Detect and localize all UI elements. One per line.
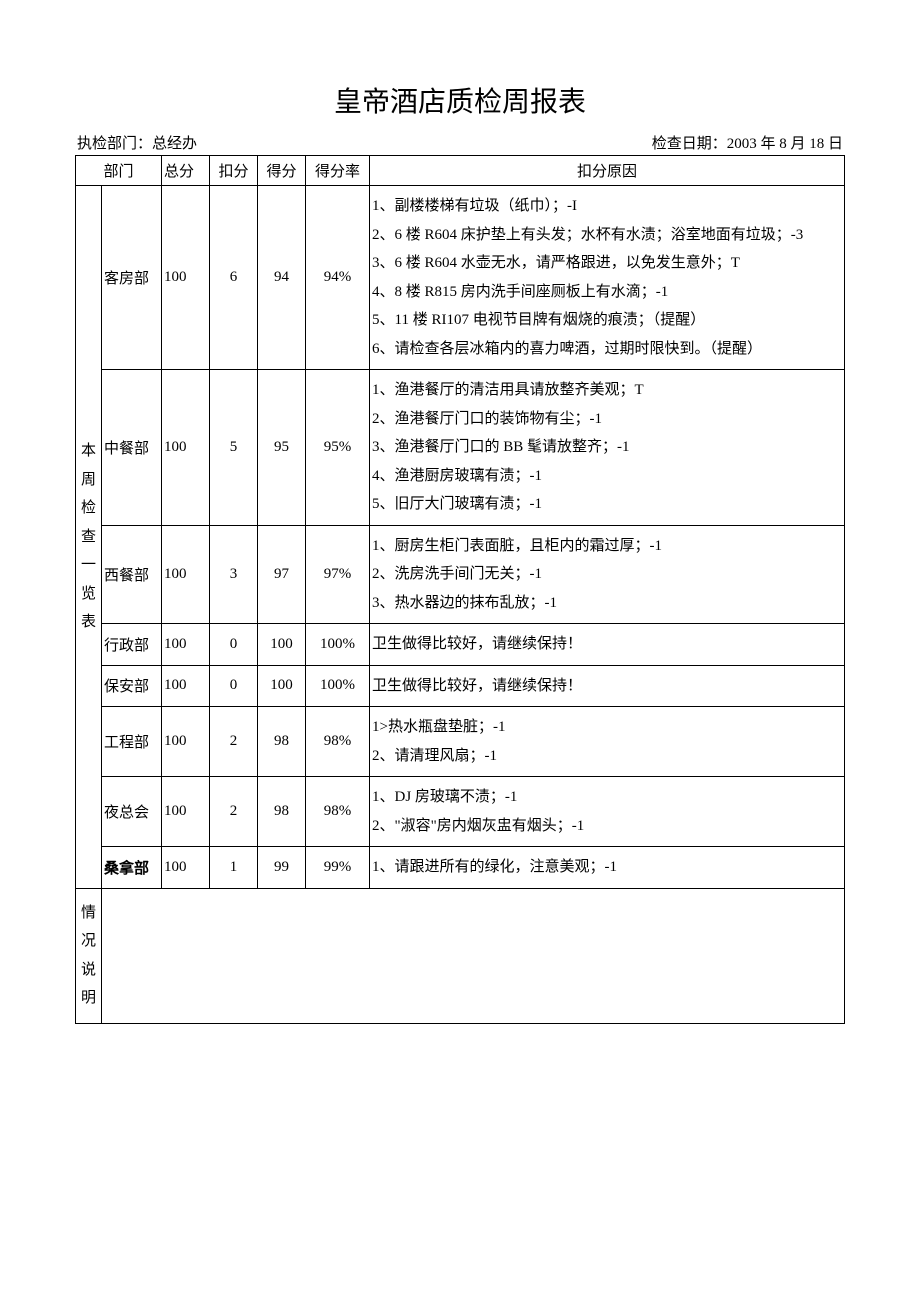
reason-cell: 1、副楼楼梯有垃圾（纸巾）；-I2、6 楼 R604 床护垫上有头发；水杯有水渍… <box>370 186 845 370</box>
inspect-date: 检查日期：2003 年 8 月 18 日 <box>652 132 843 153</box>
deduct-cell: 2 <box>210 777 258 847</box>
score-cell: 99 <box>258 847 306 889</box>
reason-cell: 1、渔港餐厅的清洁用具请放整齐美观；T2、渔港餐厅门口的装饰物有尘；-13、渔港… <box>370 370 845 526</box>
score-cell: 94 <box>258 186 306 370</box>
deduct-cell: 5 <box>210 370 258 526</box>
total-cell: 100 <box>162 370 210 526</box>
table-row: 本周检查一览表客房部10069494%1、副楼楼梯有垃圾（纸巾）；-I2、6 楼… <box>76 186 845 370</box>
section-label: 本周检查一览表 <box>76 186 102 889</box>
rate-cell: 99% <box>306 847 370 889</box>
col-score: 得分 <box>258 156 306 186</box>
header-row: 部门 总分 扣分 得分 得分率 扣分原因 <box>76 156 845 186</box>
notes-content <box>102 888 845 1023</box>
inspect-date-value: 2003 年 8 月 18 日 <box>727 136 843 152</box>
dept-cell: 中餐部 <box>102 370 162 526</box>
notes-row: 情况说明 <box>76 888 845 1023</box>
table-row: 桑拿部10019999%1、请跟进所有的绿化，注意美观；-1 <box>76 847 845 889</box>
dept-cell: 客房部 <box>102 186 162 370</box>
total-cell: 100 <box>162 186 210 370</box>
total-cell: 100 <box>162 624 210 666</box>
dept-cell: 行政部 <box>102 624 162 666</box>
total-cell: 100 <box>162 665 210 707</box>
table-row: 西餐部10039797%1、厨房生柜门表面脏，且柜内的霜过厚；-12、洗房洗手间… <box>76 525 845 624</box>
rate-cell: 98% <box>306 777 370 847</box>
score-cell: 98 <box>258 777 306 847</box>
col-rate: 得分率 <box>306 156 370 186</box>
table-body: 本周检查一览表客房部10069494%1、副楼楼梯有垃圾（纸巾）；-I2、6 楼… <box>76 186 845 1024</box>
rate-cell: 100% <box>306 624 370 666</box>
dept-cell: 夜总会 <box>102 777 162 847</box>
deduct-cell: 1 <box>210 847 258 889</box>
reason-cell: 1>热水瓶盘垫脏；-12、请清理风扇；-1 <box>370 707 845 777</box>
deduct-cell: 0 <box>210 624 258 666</box>
deduct-cell: 6 <box>210 186 258 370</box>
score-cell: 95 <box>258 370 306 526</box>
inspect-date-label: 检查日期： <box>652 136 727 152</box>
reason-cell: 1、请跟进所有的绿化，注意美观；-1 <box>370 847 845 889</box>
score-cell: 98 <box>258 707 306 777</box>
reason-cell: 卫生做得比较好，请继续保持！ <box>370 665 845 707</box>
reason-cell: 1、厨房生柜门表面脏，且柜内的霜过厚；-12、洗房洗手间门无关；-13、热水器边… <box>370 525 845 624</box>
reason-cell: 1、DJ 房玻璃不渍；-12、"淑容"房内烟灰盅有烟头；-1 <box>370 777 845 847</box>
table-row: 保安部1000100100%卫生做得比较好，请继续保持！ <box>76 665 845 707</box>
table-row: 中餐部10059595%1、渔港餐厅的清洁用具请放整齐美观；T2、渔港餐厅门口的… <box>76 370 845 526</box>
page-title: 皇帝酒店质检周报表 <box>75 80 845 120</box>
total-cell: 100 <box>162 525 210 624</box>
col-dept: 部门 <box>76 156 162 186</box>
total-cell: 100 <box>162 707 210 777</box>
rate-cell: 100% <box>306 665 370 707</box>
total-cell: 100 <box>162 847 210 889</box>
dept-cell: 西餐部 <box>102 525 162 624</box>
report-table: 部门 总分 扣分 得分 得分率 扣分原因 本周检查一览表客房部10069494%… <box>75 155 845 1024</box>
notes-label: 情况说明 <box>76 888 102 1023</box>
rate-cell: 94% <box>306 186 370 370</box>
deduct-cell: 3 <box>210 525 258 624</box>
total-cell: 100 <box>162 777 210 847</box>
table-row: 夜总会10029898%1、DJ 房玻璃不渍；-12、"淑容"房内烟灰盅有烟头；… <box>76 777 845 847</box>
dept-cell: 工程部 <box>102 707 162 777</box>
deduct-cell: 2 <box>210 707 258 777</box>
dept-cell: 保安部 <box>102 665 162 707</box>
rate-cell: 95% <box>306 370 370 526</box>
inspector-dept-label: 执检部门： <box>77 136 152 152</box>
table-row: 行政部1000100100%卫生做得比较好，请继续保持！ <box>76 624 845 666</box>
inspector-dept-value: 总经办 <box>152 136 197 152</box>
table-row: 工程部10029898%1>热水瓶盘垫脏；-12、请清理风扇；-1 <box>76 707 845 777</box>
rate-cell: 97% <box>306 525 370 624</box>
rate-cell: 98% <box>306 707 370 777</box>
meta-row: 执检部门：总经办 检查日期：2003 年 8 月 18 日 <box>75 132 845 153</box>
score-cell: 100 <box>258 624 306 666</box>
col-total: 总分 <box>162 156 210 186</box>
score-cell: 97 <box>258 525 306 624</box>
inspector-dept: 执检部门：总经办 <box>77 132 197 153</box>
score-cell: 100 <box>258 665 306 707</box>
dept-cell: 桑拿部 <box>102 847 162 889</box>
deduct-cell: 0 <box>210 665 258 707</box>
col-deduct: 扣分 <box>210 156 258 186</box>
col-reason: 扣分原因 <box>370 156 845 186</box>
reason-cell: 卫生做得比较好，请继续保持！ <box>370 624 845 666</box>
